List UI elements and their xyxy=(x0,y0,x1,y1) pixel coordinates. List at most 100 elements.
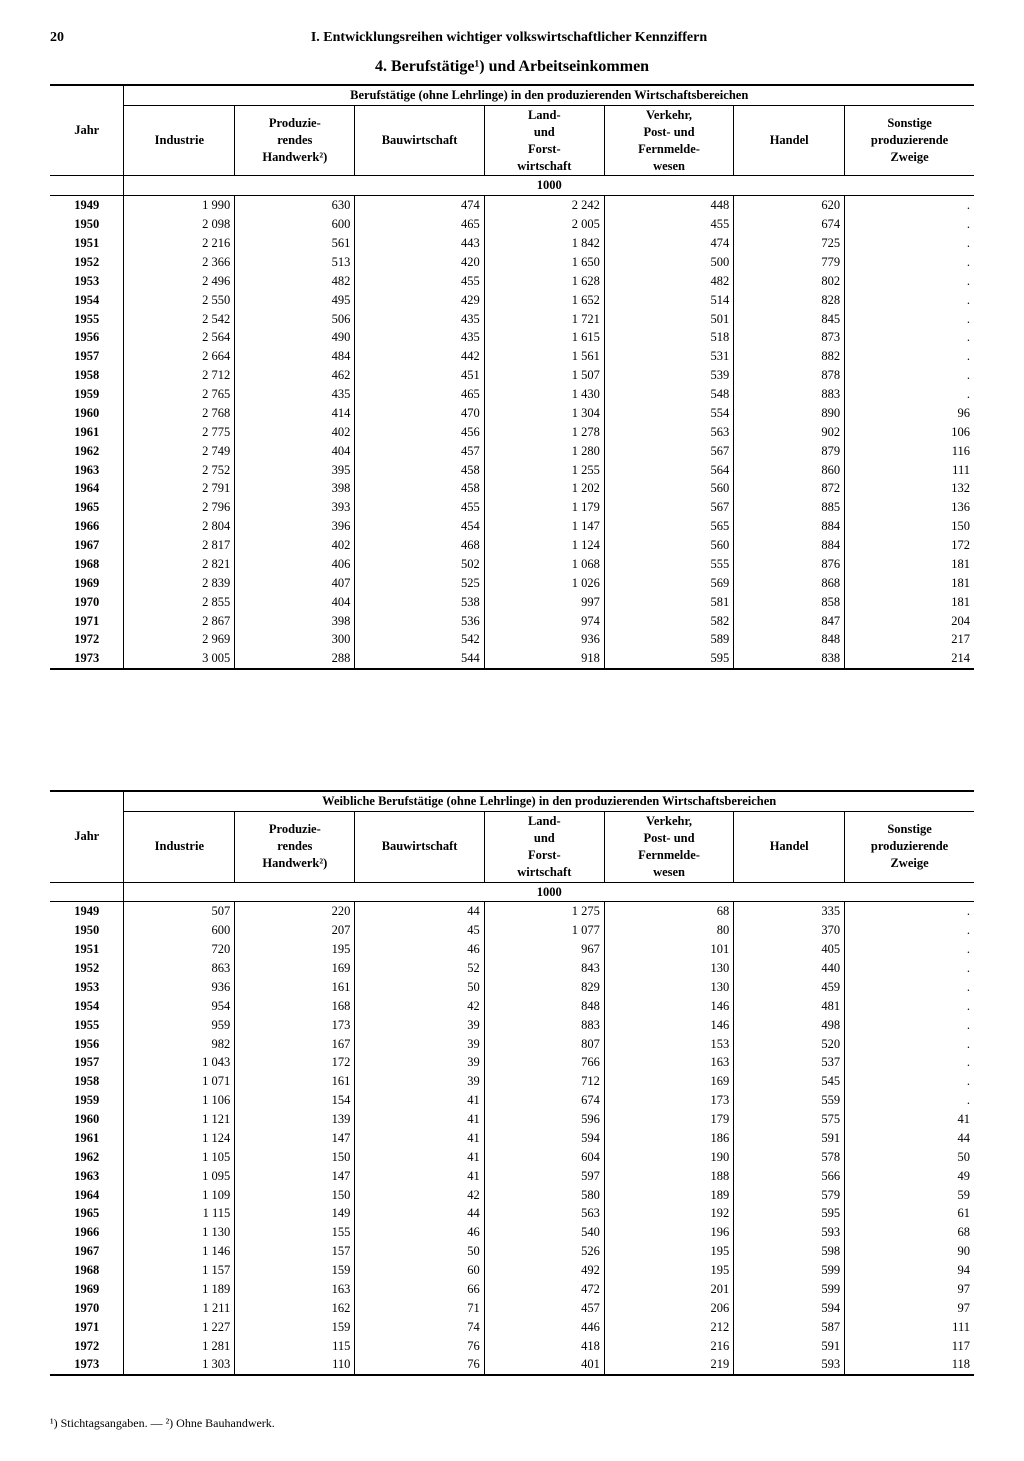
cell-value: 1 124 xyxy=(484,536,604,555)
cell-value: 538 xyxy=(355,593,484,612)
cell-year: 1971 xyxy=(50,1318,124,1337)
cell-value: 173 xyxy=(235,1016,355,1035)
cell-value: 186 xyxy=(604,1129,733,1148)
cell-value: 149 xyxy=(235,1204,355,1223)
table-row: 19502 0986004652 005455674. xyxy=(50,215,974,234)
cell-year: 1964 xyxy=(50,1186,124,1205)
cell-value: 502 xyxy=(355,555,484,574)
cell-value: 68 xyxy=(604,902,733,921)
cell-value: 442 xyxy=(355,347,484,366)
cell-value: 766 xyxy=(484,1053,604,1072)
cell-value: 2 817 xyxy=(124,536,235,555)
cell-value: 858 xyxy=(734,593,845,612)
cell-value: 868 xyxy=(734,574,845,593)
cell-value: 446 xyxy=(484,1318,604,1337)
cell-value: 500 xyxy=(604,253,733,272)
cell-value: 890 xyxy=(734,404,845,423)
cell-value: 41 xyxy=(355,1167,484,1186)
table-row: 19591 10615441674173559. xyxy=(50,1091,974,1110)
cell-value: 407 xyxy=(235,574,355,593)
cell-value: 873 xyxy=(734,328,845,347)
cell-value: 540 xyxy=(484,1223,604,1242)
cell-value: 1 650 xyxy=(484,253,604,272)
cell-value: 468 xyxy=(355,536,484,555)
cell-value: 848 xyxy=(484,997,604,1016)
cell-year: 1953 xyxy=(50,272,124,291)
table-row: 19512 2165614431 842474725. xyxy=(50,234,974,253)
cell-value: 1 077 xyxy=(484,921,604,940)
table-row: 195495416842848146481. xyxy=(50,997,974,1016)
table-row: 19562 5644904351 615518873. xyxy=(50,328,974,347)
cell-value: 169 xyxy=(235,959,355,978)
cell-value: 435 xyxy=(355,310,484,329)
cell-value: 860 xyxy=(734,461,845,480)
cell-value: 525 xyxy=(355,574,484,593)
cell-value: 2 867 xyxy=(124,612,235,631)
cell-value: 455 xyxy=(355,272,484,291)
cell-value: 457 xyxy=(484,1299,604,1318)
cell-value: 172 xyxy=(235,1053,355,1072)
cell-value: 838 xyxy=(734,649,845,669)
unit-label: 1000 xyxy=(124,882,974,902)
table1-span-header: Berufstätige (ohne Lehrlinge) in den pro… xyxy=(124,85,974,105)
table-row: 19571 04317239766163537. xyxy=(50,1053,974,1072)
table2-span-header: Weibliche Berufstätige (ohne Lehrlinge) … xyxy=(124,791,974,811)
cell-value: 876 xyxy=(734,555,845,574)
cell-value: 1 211 xyxy=(124,1299,235,1318)
cell-value: 50 xyxy=(355,1242,484,1261)
cell-value: 878 xyxy=(734,366,845,385)
table-row: 19651 1151494456319259561 xyxy=(50,1204,974,1223)
cell-value: 883 xyxy=(484,1016,604,1035)
cell-value: 561 xyxy=(235,234,355,253)
col-sonstige: Sonstige produzierende Zweige xyxy=(845,105,974,176)
cell-value: . xyxy=(845,291,974,310)
cell-value: 604 xyxy=(484,1148,604,1167)
cell-value: 429 xyxy=(355,291,484,310)
cell-value: 578 xyxy=(734,1148,845,1167)
cell-value: 863 xyxy=(124,959,235,978)
cell-value: 146 xyxy=(604,997,733,1016)
cell-value: . xyxy=(845,253,974,272)
cell-value: 2 664 xyxy=(124,347,235,366)
cell-value: 587 xyxy=(734,1318,845,1337)
cell-value: 498 xyxy=(734,1016,845,1035)
cell-value: 2 839 xyxy=(124,574,235,593)
col-handel: Handel xyxy=(734,105,845,176)
cell-value: 2 804 xyxy=(124,517,235,536)
cell-value: 168 xyxy=(235,997,355,1016)
table-row: 19572 6644844421 561531882. xyxy=(50,347,974,366)
cell-value: 884 xyxy=(734,517,845,536)
cell-value: 402 xyxy=(235,423,355,442)
cell-value: 581 xyxy=(604,593,733,612)
cell-value: 1 615 xyxy=(484,328,604,347)
cell-value: . xyxy=(845,921,974,940)
table-row: 19701 2111627145720659497 xyxy=(50,1299,974,1318)
cell-value: 974 xyxy=(484,612,604,631)
cell-value: 195 xyxy=(604,1261,733,1280)
cell-value: 97 xyxy=(845,1280,974,1299)
cell-value: 936 xyxy=(124,978,235,997)
cell-value: 2 969 xyxy=(124,630,235,649)
cell-value: 1 990 xyxy=(124,196,235,215)
cell-year: 1962 xyxy=(50,442,124,461)
cell-value: 163 xyxy=(604,1053,733,1072)
table-row: 19691 1891636647220159997 xyxy=(50,1280,974,1299)
cell-year: 1960 xyxy=(50,404,124,423)
cell-value: 435 xyxy=(355,328,484,347)
cell-value: 161 xyxy=(235,978,355,997)
cell-value: 1 071 xyxy=(124,1072,235,1091)
cell-value: 563 xyxy=(604,423,733,442)
cell-value: 42 xyxy=(355,997,484,1016)
cell-value: 520 xyxy=(734,1035,845,1054)
cell-value: 582 xyxy=(604,612,733,631)
cell-year: 1957 xyxy=(50,347,124,366)
cell-value: 997 xyxy=(484,593,604,612)
col-bau: Bauwirtschaft xyxy=(355,105,484,176)
cell-value: 50 xyxy=(355,978,484,997)
cell-value: 1 105 xyxy=(124,1148,235,1167)
cell-value: 594 xyxy=(734,1299,845,1318)
cell-year: 1961 xyxy=(50,423,124,442)
cell-value: 150 xyxy=(235,1186,355,1205)
cell-value: . xyxy=(845,902,974,921)
cell-value: 440 xyxy=(734,959,845,978)
